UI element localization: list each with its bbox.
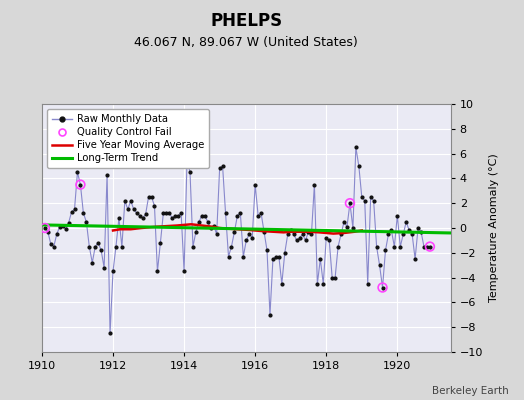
Text: 46.067 N, 89.067 W (United States): 46.067 N, 89.067 W (United States) <box>134 36 358 49</box>
Text: Berkeley Earth: Berkeley Earth <box>432 386 508 396</box>
Legend: Raw Monthly Data, Quality Control Fail, Five Year Moving Average, Long-Term Tren: Raw Monthly Data, Quality Control Fail, … <box>47 109 209 168</box>
Y-axis label: Temperature Anomaly (°C): Temperature Anomaly (°C) <box>488 154 499 302</box>
Point <box>41 225 49 231</box>
Point <box>76 182 84 188</box>
Point <box>425 243 434 250</box>
Text: PHELPS: PHELPS <box>210 12 282 30</box>
Point <box>346 200 354 206</box>
Point <box>378 284 387 291</box>
